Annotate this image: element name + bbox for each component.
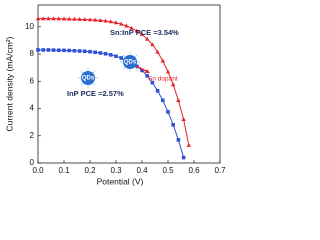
- plot-frame: [37, 4, 221, 164]
- point: [41, 48, 45, 52]
- point: [77, 17, 82, 21]
- x-tick-label: 0.4: [136, 166, 148, 175]
- y-tick-label: 0: [30, 158, 35, 167]
- point: [62, 48, 66, 53]
- point: [140, 68, 144, 73]
- point: [46, 48, 51, 52]
- point: [171, 82, 176, 87]
- annotation: Sn dopant: [148, 76, 178, 83]
- x-tick-label: 0.7: [214, 166, 226, 175]
- point: [67, 48, 71, 53]
- annotation: QDs: [124, 60, 137, 66]
- qd-blue: [78, 68, 98, 88]
- point: [155, 89, 160, 93]
- point: [83, 49, 87, 54]
- point: [98, 18, 103, 22]
- point: [119, 56, 123, 60]
- point: [186, 142, 191, 147]
- point: [145, 36, 150, 41]
- point: [129, 25, 134, 30]
- point: [119, 21, 124, 26]
- point: [67, 16, 72, 21]
- point: [181, 117, 186, 122]
- point: [108, 19, 113, 24]
- point: [72, 16, 77, 21]
- point: [124, 23, 129, 28]
- qd-red: [120, 52, 150, 73]
- point: [103, 51, 108, 56]
- y-tick-label: 2: [30, 131, 35, 140]
- point: [150, 80, 155, 85]
- annotation: InP PCE =2.57%: [67, 89, 124, 98]
- x-tick-label: 0.5: [162, 166, 174, 175]
- point: [98, 51, 103, 55]
- y-tick-label: 10: [25, 22, 34, 31]
- x-axis-label: Potential (V): [97, 176, 144, 186]
- point: [93, 50, 97, 55]
- point: [150, 42, 155, 47]
- point: [93, 17, 98, 22]
- y-tick-label: 4: [30, 104, 35, 113]
- point: [57, 48, 61, 53]
- point: [87, 17, 93, 22]
- point: [61, 16, 67, 21]
- point: [176, 98, 181, 102]
- point: [77, 49, 82, 53]
- point: [161, 98, 165, 103]
- x-tick-label: 0.2: [84, 166, 96, 175]
- series-line: [38, 49, 185, 158]
- point: [113, 20, 119, 25]
- annotation: QDs: [82, 76, 95, 82]
- point: [41, 16, 46, 21]
- point: [88, 49, 92, 54]
- point: [36, 48, 40, 52]
- x-tick-label: 0.0: [32, 166, 44, 175]
- x-tick-label: 0.6: [188, 166, 200, 175]
- page: Potential (V) Current density (mA/cm²) S…: [4, 4, 227, 187]
- point: [145, 74, 149, 78]
- point: [103, 18, 108, 23]
- marks: [35, 16, 191, 160]
- point: [165, 69, 171, 74]
- point: [51, 16, 56, 21]
- point: [160, 58, 165, 63]
- point: [82, 17, 87, 22]
- annotation: Sn:InP PCE =3.54%: [110, 28, 179, 37]
- point: [181, 155, 186, 160]
- point: [171, 123, 175, 127]
- chart: Potential (V) Current density (mA/cm²) S…: [4, 4, 226, 186]
- x-tick-label: 0.3: [110, 166, 122, 175]
- y-tick-label: 8: [30, 49, 35, 58]
- point: [51, 48, 56, 52]
- point: [35, 16, 41, 21]
- point: [72, 48, 77, 53]
- point: [114, 54, 118, 59]
- point: [176, 138, 181, 142]
- point: [134, 28, 139, 33]
- point: [166, 110, 170, 114]
- point: [109, 53, 113, 57]
- point: [56, 16, 61, 21]
- y-axis-label: Current density (mA/cm²): [4, 36, 14, 131]
- x-tick-label: 0.1: [58, 166, 70, 175]
- y-tick-label: 6: [30, 76, 35, 85]
- point: [139, 31, 145, 36]
- point: [155, 49, 160, 54]
- point: [46, 16, 51, 21]
